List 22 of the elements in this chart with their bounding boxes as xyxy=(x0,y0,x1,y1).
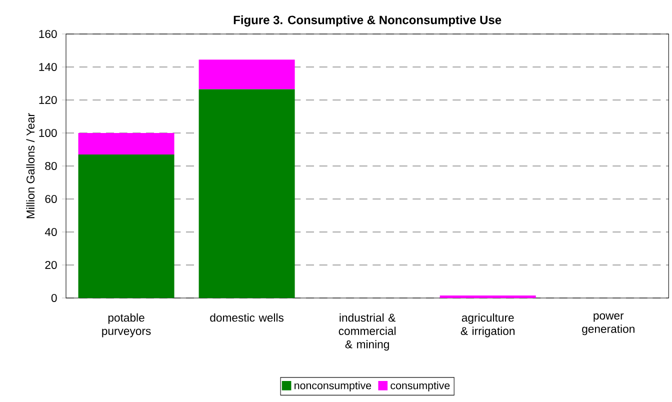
y-tick-label: 60 xyxy=(45,194,57,203)
x-tick-label: domestic wells xyxy=(210,313,284,322)
bar xyxy=(198,89,295,298)
x-tick-label: power generation xyxy=(582,313,634,336)
x-tick-label: industrial & commercial & mining xyxy=(338,313,396,351)
y-tick-label: 120 xyxy=(39,96,57,104)
y-tick-label: 20 xyxy=(45,260,57,269)
y-tick-label: 100 xyxy=(39,128,57,137)
y-tick-label: 0 xyxy=(51,294,57,302)
bar xyxy=(78,132,174,154)
y-tick-label: 40 xyxy=(44,228,57,236)
y-tick-label: 160 xyxy=(39,30,57,38)
y-tick-label: 140 xyxy=(39,62,57,71)
legend-label: consumptive xyxy=(390,381,450,392)
legend-label: nonconsumptive xyxy=(294,381,372,392)
bar xyxy=(198,60,295,90)
x-tick-label: potable purveyors xyxy=(102,313,151,338)
bar xyxy=(78,154,174,298)
y-tick-label: 80 xyxy=(45,162,57,170)
chart-title: Figure 3. Consumptive & Nonconsumptive Use xyxy=(234,15,502,27)
y-axis-title: Million Gallons / Year xyxy=(26,113,35,218)
x-tick-label: agriculture & irrigation xyxy=(460,313,515,338)
